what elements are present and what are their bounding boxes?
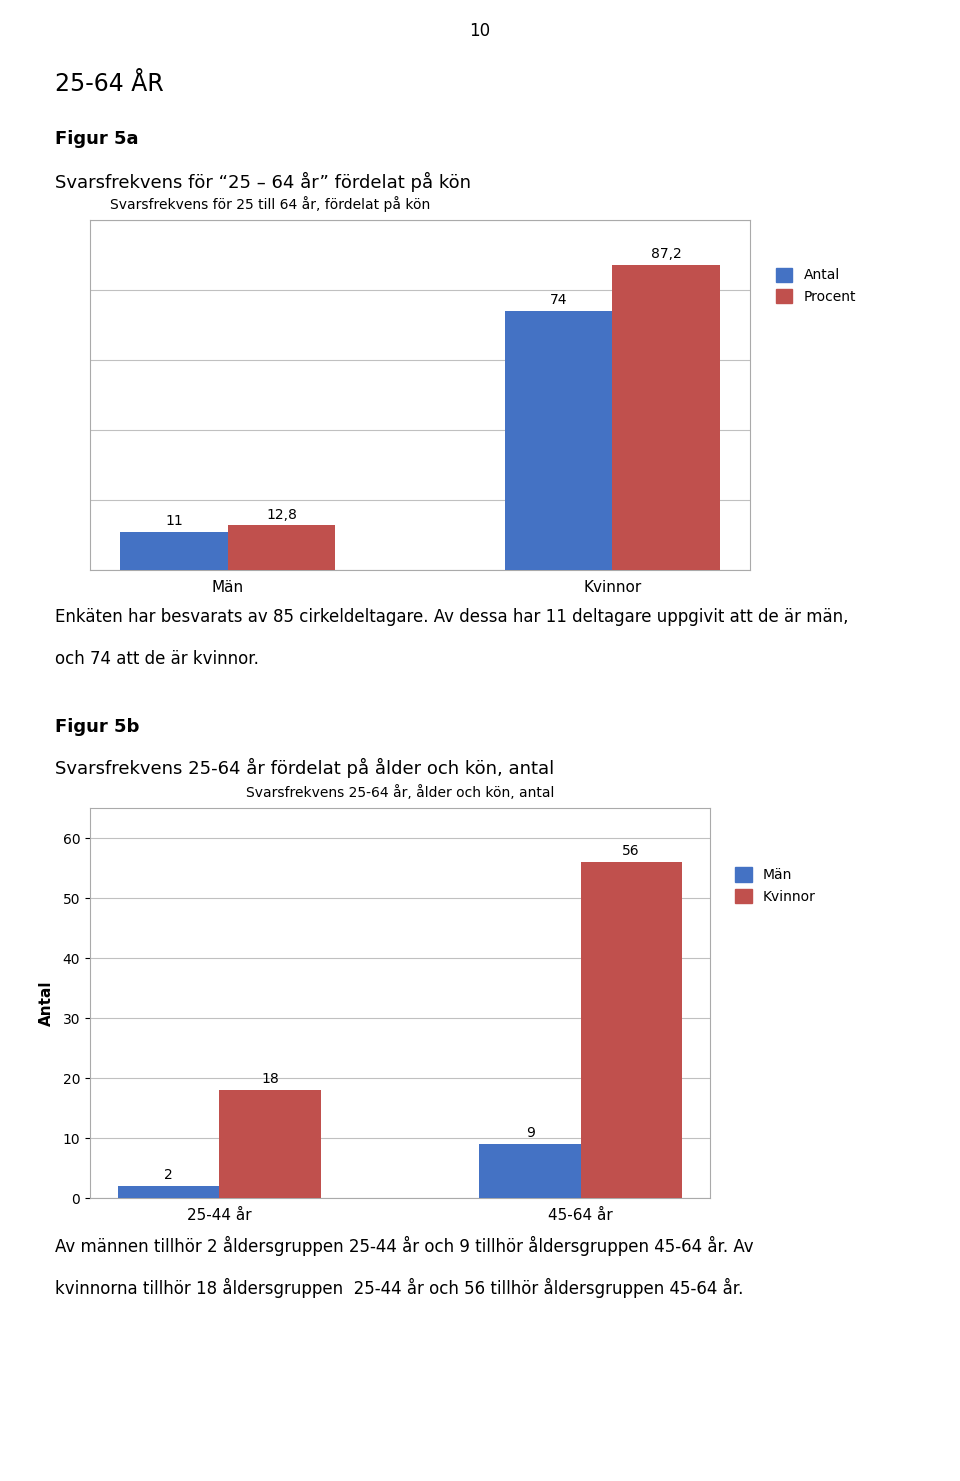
Text: Svarsfrekvens för “25 – 64 år” fördelat på kön: Svarsfrekvens för “25 – 64 år” fördelat … [55, 172, 471, 193]
Bar [479, 1143, 581, 1198]
Legend: Antal, Procent: Antal, Procent [770, 262, 861, 310]
Text: 87,2: 87,2 [651, 247, 682, 261]
Text: 10: 10 [469, 22, 491, 40]
Text: 25-64 ÅR: 25-64 ÅR [55, 73, 164, 96]
Bar [505, 311, 612, 570]
Legend: Män, Kvinnor: Män, Kvinnor [730, 862, 821, 909]
Text: Svarsfrekvens för 25 till 64 år, fördelat på kön: Svarsfrekvens för 25 till 64 år, fördela… [109, 195, 430, 212]
Text: 18: 18 [261, 1072, 278, 1087]
Text: 74: 74 [550, 293, 567, 308]
Bar [612, 265, 720, 570]
Text: Av männen tillhör 2 åldersgruppen 25-44 år och 9 tillhör åldersgruppen 45-64 år.: Av männen tillhör 2 åldersgruppen 25-44 … [55, 1237, 754, 1256]
Text: kvinnorna tillhör 18 åldersgruppen  25-44 år och 56 tillhör åldersgruppen 45-64 : kvinnorna tillhör 18 åldersgruppen 25-44… [55, 1278, 743, 1297]
Text: Svarsfrekvens 25-64 år fördelat på ålder och kön, antal: Svarsfrekvens 25-64 år fördelat på ålder… [55, 758, 554, 778]
Bar [581, 862, 682, 1198]
Bar [219, 1090, 321, 1198]
Y-axis label: Antal: Antal [39, 980, 55, 1026]
Bar [228, 526, 335, 570]
Text: Figur 5b: Figur 5b [55, 718, 139, 736]
Text: 11: 11 [165, 514, 182, 529]
Text: 9: 9 [526, 1127, 535, 1140]
Text: 2: 2 [164, 1169, 173, 1182]
Text: och 74 att de är kvinnor.: och 74 att de är kvinnor. [55, 650, 259, 668]
Title: Svarsfrekvens 25-64 år, ålder och kön, antal: Svarsfrekvens 25-64 år, ålder och kön, a… [246, 785, 554, 800]
Bar [120, 532, 228, 570]
Text: 12,8: 12,8 [266, 508, 297, 521]
Bar [118, 1186, 219, 1198]
Text: Figur 5a: Figur 5a [55, 130, 138, 148]
Text: Enkäten har besvarats av 85 cirkeldeltagare. Av dessa har 11 deltagare uppgivit : Enkäten har besvarats av 85 cirkeldeltag… [55, 609, 849, 626]
Text: 56: 56 [622, 844, 640, 859]
